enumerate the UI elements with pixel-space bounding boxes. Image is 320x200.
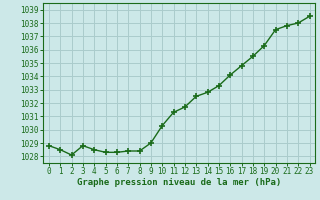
X-axis label: Graphe pression niveau de la mer (hPa): Graphe pression niveau de la mer (hPa) <box>77 178 281 187</box>
